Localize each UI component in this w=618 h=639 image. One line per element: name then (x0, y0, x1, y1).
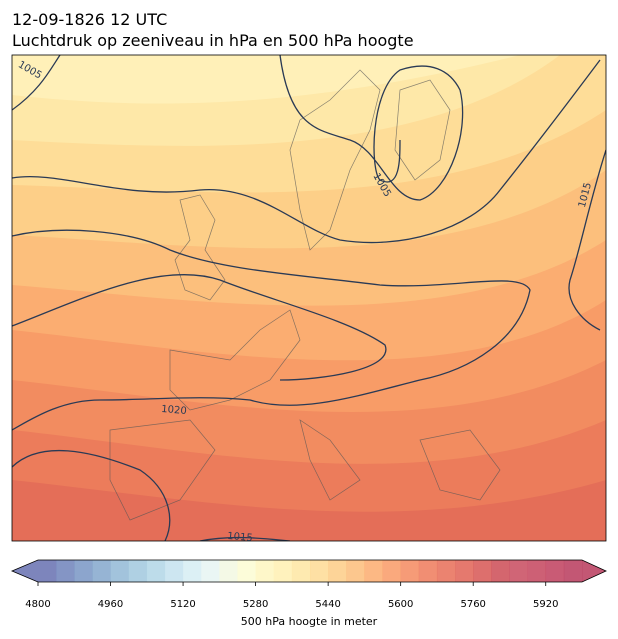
colorbar-band (146, 560, 166, 582)
colorbar: 4800 4960 5120 5280 5440 5600 5760 5920 500 hPa … (10, 559, 607, 628)
colorbar-band (418, 560, 438, 582)
isobar-label: 1015 (227, 531, 253, 544)
colorbar-outline (10, 559, 607, 583)
map (12, 55, 606, 541)
isobar-label: 1020 (161, 404, 187, 417)
colorbar-band (92, 560, 111, 582)
colorbar-tick-label: 5120 (170, 599, 195, 610)
colorbar-tick-label: 5760 (460, 599, 485, 610)
colorbar-tick-label: 5280 (243, 599, 268, 610)
colorbar-extend-low (12, 560, 38, 582)
colorbar-band (56, 560, 75, 582)
colorbar-band (328, 560, 347, 582)
colorbar-tick-label: 4800 (25, 599, 50, 610)
colorbar-label: 500 hPa hoogte in meter (241, 615, 378, 628)
colorbar-band (110, 560, 129, 582)
colorbar-tick-label: 5600 (388, 599, 413, 610)
colorbar-tick-label: 5440 (315, 599, 340, 610)
colorbar-band (436, 560, 456, 582)
colorbar-band (164, 560, 184, 582)
colorbar-band (563, 560, 583, 582)
map-frame (11, 54, 607, 542)
colorbar-band (382, 560, 401, 582)
colorbar-band (545, 560, 565, 582)
colorbar-band (291, 560, 311, 582)
colorbar-tick-label: 5920 (533, 599, 558, 610)
colorbar-band (128, 560, 148, 582)
colorbar-band (237, 560, 256, 582)
colorbar-band (38, 560, 57, 582)
colorbar-band (455, 560, 474, 582)
title: 12-09-1826 12 UTC (12, 10, 167, 29)
colorbar-band (509, 560, 528, 582)
colorbar-band (491, 560, 510, 582)
colorbar-band (346, 560, 365, 582)
colorbar-band (473, 560, 492, 582)
colorbar-band (400, 560, 420, 582)
colorbar-band (527, 560, 547, 582)
colorbar-band (74, 560, 93, 582)
colorbar-band (219, 560, 238, 582)
colorbar-band (201, 560, 220, 582)
colorbar-tick-label: 4960 (98, 599, 123, 610)
colorbar-band (183, 560, 202, 582)
subtitle: Luchtdruk op zeeniveau in hPa en 500 hPa… (12, 31, 414, 50)
colorbar-band (364, 560, 383, 582)
colorbar-band (310, 560, 329, 582)
colorbar-band (255, 560, 275, 582)
colorbar-band (273, 560, 293, 582)
colorbar-extend-high (582, 560, 606, 582)
